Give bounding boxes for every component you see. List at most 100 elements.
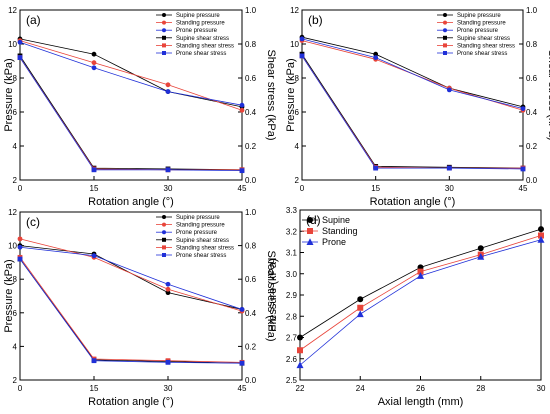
legend-marker <box>443 20 447 25</box>
data-point <box>477 253 485 260</box>
y-tick-label: 2 <box>295 176 300 185</box>
data-point <box>91 65 97 71</box>
data-point <box>357 304 364 311</box>
chart-panel: 22 24 26 28 30 2.5 2.6 2.7 2.8 2.9 3.0 3.1 3.2 3.3 Axi… <box>267 206 546 408</box>
x-tick-label: 30 <box>164 184 173 193</box>
y2-tick-label: 0.2 <box>526 142 538 151</box>
legend-label: Prone <box>322 237 346 247</box>
data-point <box>17 236 23 242</box>
data-point <box>520 106 526 111</box>
y-tick-label: 8 <box>13 74 18 83</box>
legend-marker <box>162 222 166 227</box>
data-point <box>296 361 304 369</box>
x-axis-label: Rotation angle (°) <box>370 196 456 208</box>
legend-label: Supine pressure <box>176 215 220 221</box>
y-tick-label: 10 <box>8 40 17 49</box>
x-tick-label: 0 <box>18 384 23 393</box>
legend-label: Standing shear stress <box>176 245 234 251</box>
data-point <box>538 226 544 233</box>
legend-marker <box>443 28 447 33</box>
series-line <box>19 258 243 364</box>
legend-marker <box>162 43 166 48</box>
series <box>17 39 245 108</box>
x-tick-label: 30 <box>164 384 173 393</box>
data-point <box>297 347 303 354</box>
plot-frame <box>19 9 243 181</box>
data-point <box>299 53 305 59</box>
y2-tick-label: 0.4 <box>245 309 257 318</box>
legend-label: Supine shear stress <box>176 36 229 42</box>
panel-label: (c) <box>26 215 40 229</box>
y-tick-label: 2.5 <box>286 376 298 385</box>
y2-tick-label: 0.6 <box>245 275 257 284</box>
data-point <box>17 244 23 250</box>
legend-label: Standing pressure <box>176 21 225 27</box>
series-line <box>19 40 243 111</box>
data-point <box>91 51 97 57</box>
y2-tick-label: 0.4 <box>526 108 538 117</box>
y2-tick-label: 0.6 <box>245 74 257 83</box>
legend-marker <box>162 51 166 55</box>
data-point <box>537 236 545 243</box>
legend-label: Supine shear stress <box>176 238 229 244</box>
series <box>297 232 544 354</box>
series-line <box>19 55 243 171</box>
data-point <box>373 51 379 57</box>
legend-label: Supine <box>322 215 350 225</box>
x-tick-label: 22 <box>296 384 305 393</box>
legend-marker <box>443 13 447 17</box>
y2-tick-label: 0.6 <box>526 74 538 83</box>
y-tick-label: 4 <box>13 342 18 351</box>
legend-label: Prone pressure <box>176 230 218 236</box>
legend-marker <box>306 238 314 245</box>
y-axis-label: Pressure (kPa) <box>3 58 15 131</box>
y-tick-label: 6 <box>13 309 18 318</box>
y-tick-label: 3.0 <box>286 270 298 279</box>
x-tick-label: 0 <box>300 184 305 193</box>
series-line <box>19 246 243 310</box>
series <box>17 38 245 113</box>
y2-axis-label: Shear stress (kPa) <box>265 49 277 140</box>
legend-label: Prone shear stress <box>176 253 226 259</box>
series-line <box>19 57 243 172</box>
x-tick-label: 45 <box>519 184 528 193</box>
x-tick-label: 45 <box>238 184 247 193</box>
legend-label: Prone shear stress <box>457 51 507 57</box>
y2-tick-label: 1.0 <box>526 6 538 15</box>
y-tick-label: 12 <box>8 208 17 217</box>
y-tick-label: 2.9 <box>286 291 298 300</box>
series <box>299 51 526 171</box>
y-tick-label: 6 <box>295 108 300 117</box>
x-tick-label: 15 <box>371 184 380 193</box>
data-point <box>477 245 484 252</box>
series-line <box>19 38 243 108</box>
series-line <box>301 36 524 108</box>
y-tick-label: 2.8 <box>286 312 298 321</box>
y2-tick-label: 0.8 <box>245 40 257 49</box>
y-tick-label: 2.6 <box>286 355 298 364</box>
x-tick-label: 45 <box>238 384 247 393</box>
y-tick-label: 8 <box>295 74 300 83</box>
data-point <box>417 268 424 275</box>
series <box>17 254 245 365</box>
legend-marker <box>162 215 166 219</box>
legend-label: Prone shear stress <box>176 51 226 57</box>
y-tick-label: 8 <box>13 275 18 284</box>
chart-panel: 0 15 30 45 2 4 6 8 10 12 0.0 0.2 0.4 0.6 0.8 1.0 Rotatio… <box>3 6 277 208</box>
y-axis-label: Pressure (kPa) <box>285 58 297 131</box>
series <box>17 55 245 174</box>
y-tick-label: 3.1 <box>286 249 298 258</box>
data-point <box>91 60 97 66</box>
series <box>299 53 526 172</box>
series <box>17 244 245 312</box>
data-point <box>446 87 452 93</box>
y2-tick-label: 0.8 <box>526 40 538 49</box>
legend-label: Standing pressure <box>457 21 506 27</box>
panel-label: (a) <box>26 13 41 27</box>
y2-tick-label: 1.0 <box>245 6 257 15</box>
series-line <box>299 239 542 366</box>
legend-marker <box>443 51 447 55</box>
series <box>299 36 526 111</box>
